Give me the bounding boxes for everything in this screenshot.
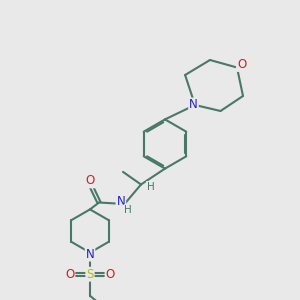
Text: H: H [124,205,132,215]
Text: N: N [85,248,94,261]
Text: S: S [86,268,94,281]
Text: N: N [116,195,125,208]
Text: O: O [237,58,246,71]
Text: O: O [85,174,94,188]
Text: N: N [189,98,198,112]
Text: H: H [147,182,154,192]
Text: O: O [106,268,115,281]
Text: O: O [65,268,74,281]
